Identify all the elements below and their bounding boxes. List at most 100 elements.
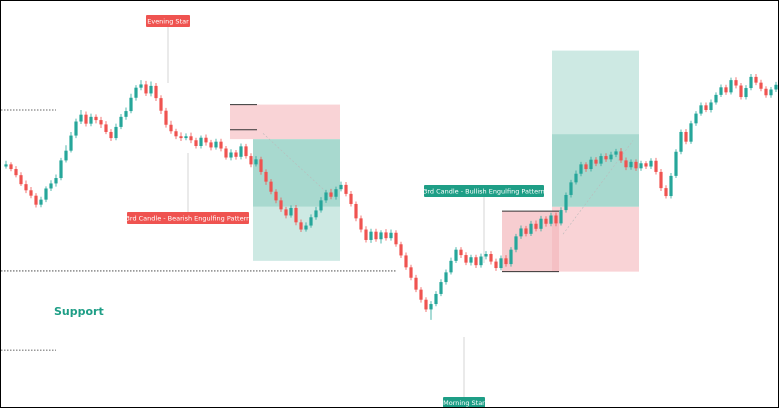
candle [104,121,108,135]
morning-star-tag [443,397,485,407]
candle [319,197,323,213]
candle [394,230,398,247]
candle-body [339,184,343,190]
candle-body [419,289,423,300]
candle-body [439,282,443,294]
candle-body [389,232,393,239]
candle [389,229,393,241]
candle [539,215,543,232]
candle [744,85,748,100]
candle-body [179,136,183,139]
candle [709,99,713,113]
candle [409,264,413,281]
candle [374,228,378,242]
candle-body [374,231,378,240]
candle-body [404,255,408,268]
bearish-engulfing-label: 3rd Candle - Bearish Engulfing Pattern [126,215,251,223]
candle-body [134,87,138,98]
candle [269,179,273,195]
candle [169,120,173,134]
bullish-engulfing-tag [424,185,544,197]
candle [4,160,8,169]
candle-body [149,85,153,94]
candle [194,137,198,149]
long-stop-zone [552,206,639,272]
candle [404,252,408,270]
candle-body [284,209,288,216]
candle [509,247,513,267]
candle [44,186,48,203]
candle-body [309,217,313,226]
candle [314,206,318,220]
candle [754,74,758,86]
candle [199,135,203,149]
candle [79,110,83,125]
candle-body [619,151,623,161]
candle [494,258,498,271]
candle [444,269,448,285]
candle [434,291,438,307]
candle-body [704,105,708,110]
candle-body [99,120,103,125]
candle-body [514,236,518,250]
candle-body [299,222,303,230]
candle [124,107,128,120]
candle [419,287,423,303]
candle [289,205,293,218]
candle-body [714,94,718,103]
candle-body [129,97,133,112]
candle-body [734,80,738,86]
candle-body [654,160,658,172]
candle-body [519,228,523,237]
candle [184,133,188,141]
candle-body [569,182,573,195]
candle [439,279,443,297]
candle [674,149,678,179]
candle-body [384,232,388,239]
candle [664,185,668,199]
level-lines [1,109,396,351]
candle-body [494,261,498,269]
candle [99,116,103,128]
candle-body [204,137,208,143]
candle-body [554,215,558,224]
candle [399,241,403,258]
candle [279,197,283,212]
candle [649,158,653,170]
candle [344,182,348,197]
candle-body [764,88,768,96]
candle [159,95,163,114]
candle-body [394,232,398,245]
candle [574,170,578,185]
candle-body [304,225,308,230]
candle [484,251,488,260]
candle [144,80,148,96]
candle [589,156,593,172]
candle-body [104,124,108,132]
candle-body [39,199,43,205]
candle-body [709,102,713,110]
candle [719,84,723,98]
candle-body [4,164,8,167]
long-target-zone [552,134,639,207]
candle-body [364,229,368,240]
candle-body [49,183,53,189]
candle-body [219,141,223,149]
candle-body [539,218,543,229]
candle-body [314,210,318,218]
candle [544,216,548,227]
candle [549,212,553,227]
candle-body [434,293,438,305]
candle [424,297,428,312]
annotations: Evening Star 3rd Candle - Bearish Engulf… [54,15,545,407]
candle-body [249,156,253,165]
candle-body [164,110,168,125]
candle-body [69,135,73,151]
candle [504,255,508,267]
candle [339,181,343,192]
candle-body [524,228,528,234]
candle [259,156,263,175]
candle [379,230,383,244]
candle [19,172,23,186]
